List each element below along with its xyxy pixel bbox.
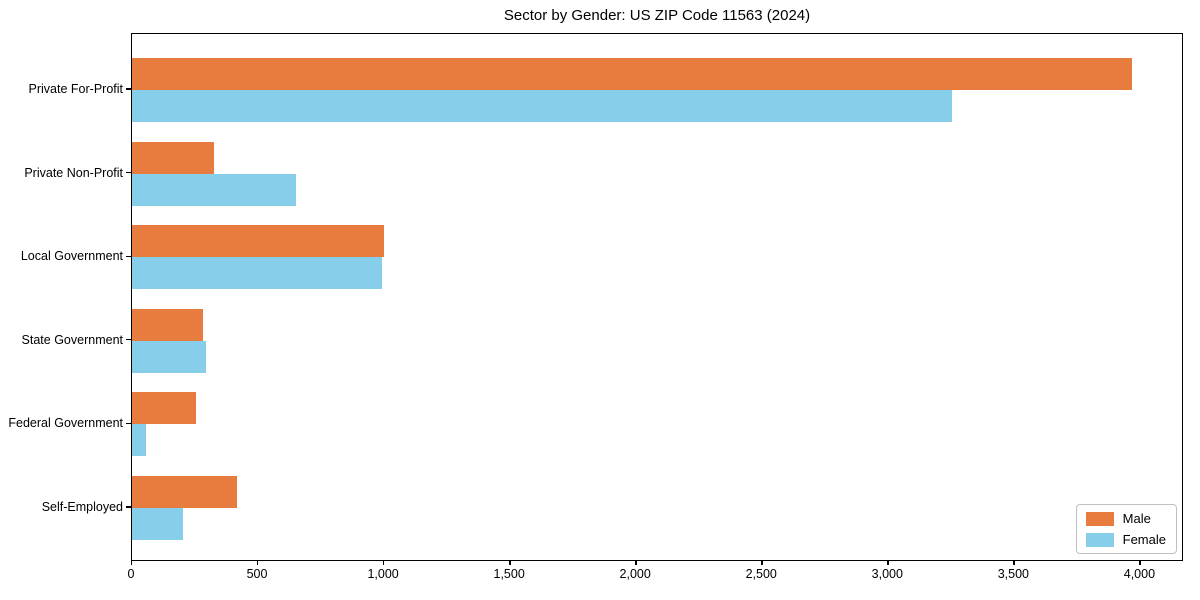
legend-item-male: Male [1085, 511, 1166, 526]
ytick-mark-5 [126, 506, 131, 508]
xtick-label-0: 0 [127, 567, 135, 581]
bar-female-0 [132, 90, 952, 122]
ytick-mark-0 [126, 88, 131, 90]
xtick-mark-0 [131, 560, 133, 565]
xtick-mark-3 [509, 560, 511, 565]
xtick-mark-8 [1139, 560, 1141, 565]
bar-male-2 [132, 225, 384, 258]
plot-area: Male Female [131, 33, 1183, 561]
xtick-label-1: 500 [246, 567, 268, 581]
xtick-label-4: 2,000 [619, 567, 651, 581]
legend-item-female: Female [1085, 532, 1166, 547]
legend: Male Female [1075, 504, 1177, 554]
legend-label-female: Female [1122, 532, 1166, 547]
ytick-label-2: Local Government [20, 249, 123, 264]
xtick-label-8: 4,000 [1123, 567, 1156, 581]
bar-female-3 [132, 340, 207, 373]
xtick-mark-2 [383, 560, 385, 565]
bar-male-5 [132, 476, 237, 508]
xtick-label-5: 2,500 [745, 567, 777, 581]
ytick-mark-4 [126, 422, 131, 425]
xtick-label-6: 3,000 [871, 567, 903, 581]
ytick-label-1: Private Non-Profit [24, 165, 123, 180]
ytick-label-0: Private For-Profit [28, 82, 123, 96]
xtick-mark-5 [761, 560, 763, 565]
ytick-mark-1 [126, 171, 131, 174]
bar-male-4 [132, 392, 196, 425]
ytick-label-3: State Government [21, 332, 123, 347]
chart-title: Sector by Gender: US ZIP Code 11563 (202… [503, 7, 811, 24]
legend-swatch-male-icon [1085, 511, 1114, 526]
bar-male-3 [132, 308, 204, 341]
bar-male-1 [132, 141, 214, 174]
ytick-label-5: Self-Employed [41, 500, 123, 514]
bar-female-5 [132, 508, 184, 540]
xtick-mark-4 [635, 560, 637, 565]
legend-swatch-female-icon [1085, 532, 1114, 547]
bar-female-2 [132, 257, 383, 290]
bar-female-4 [132, 424, 147, 457]
xtick-mark-1 [257, 560, 259, 565]
xtick-mark-6 [887, 560, 889, 565]
xtick-label-3: 1,500 [493, 567, 525, 581]
ytick-mark-2 [126, 255, 131, 257]
bar-female-1 [132, 173, 296, 206]
xtick-label-7: 3,500 [997, 567, 1029, 581]
ytick-label-4: Federal Government [8, 416, 123, 431]
legend-label-male: Male [1122, 511, 1151, 526]
ytick-mark-3 [126, 339, 131, 341]
bar-male-0 [132, 58, 1132, 90]
xtick-label-2: 1,000 [367, 567, 399, 581]
xtick-mark-7 [1013, 560, 1015, 565]
